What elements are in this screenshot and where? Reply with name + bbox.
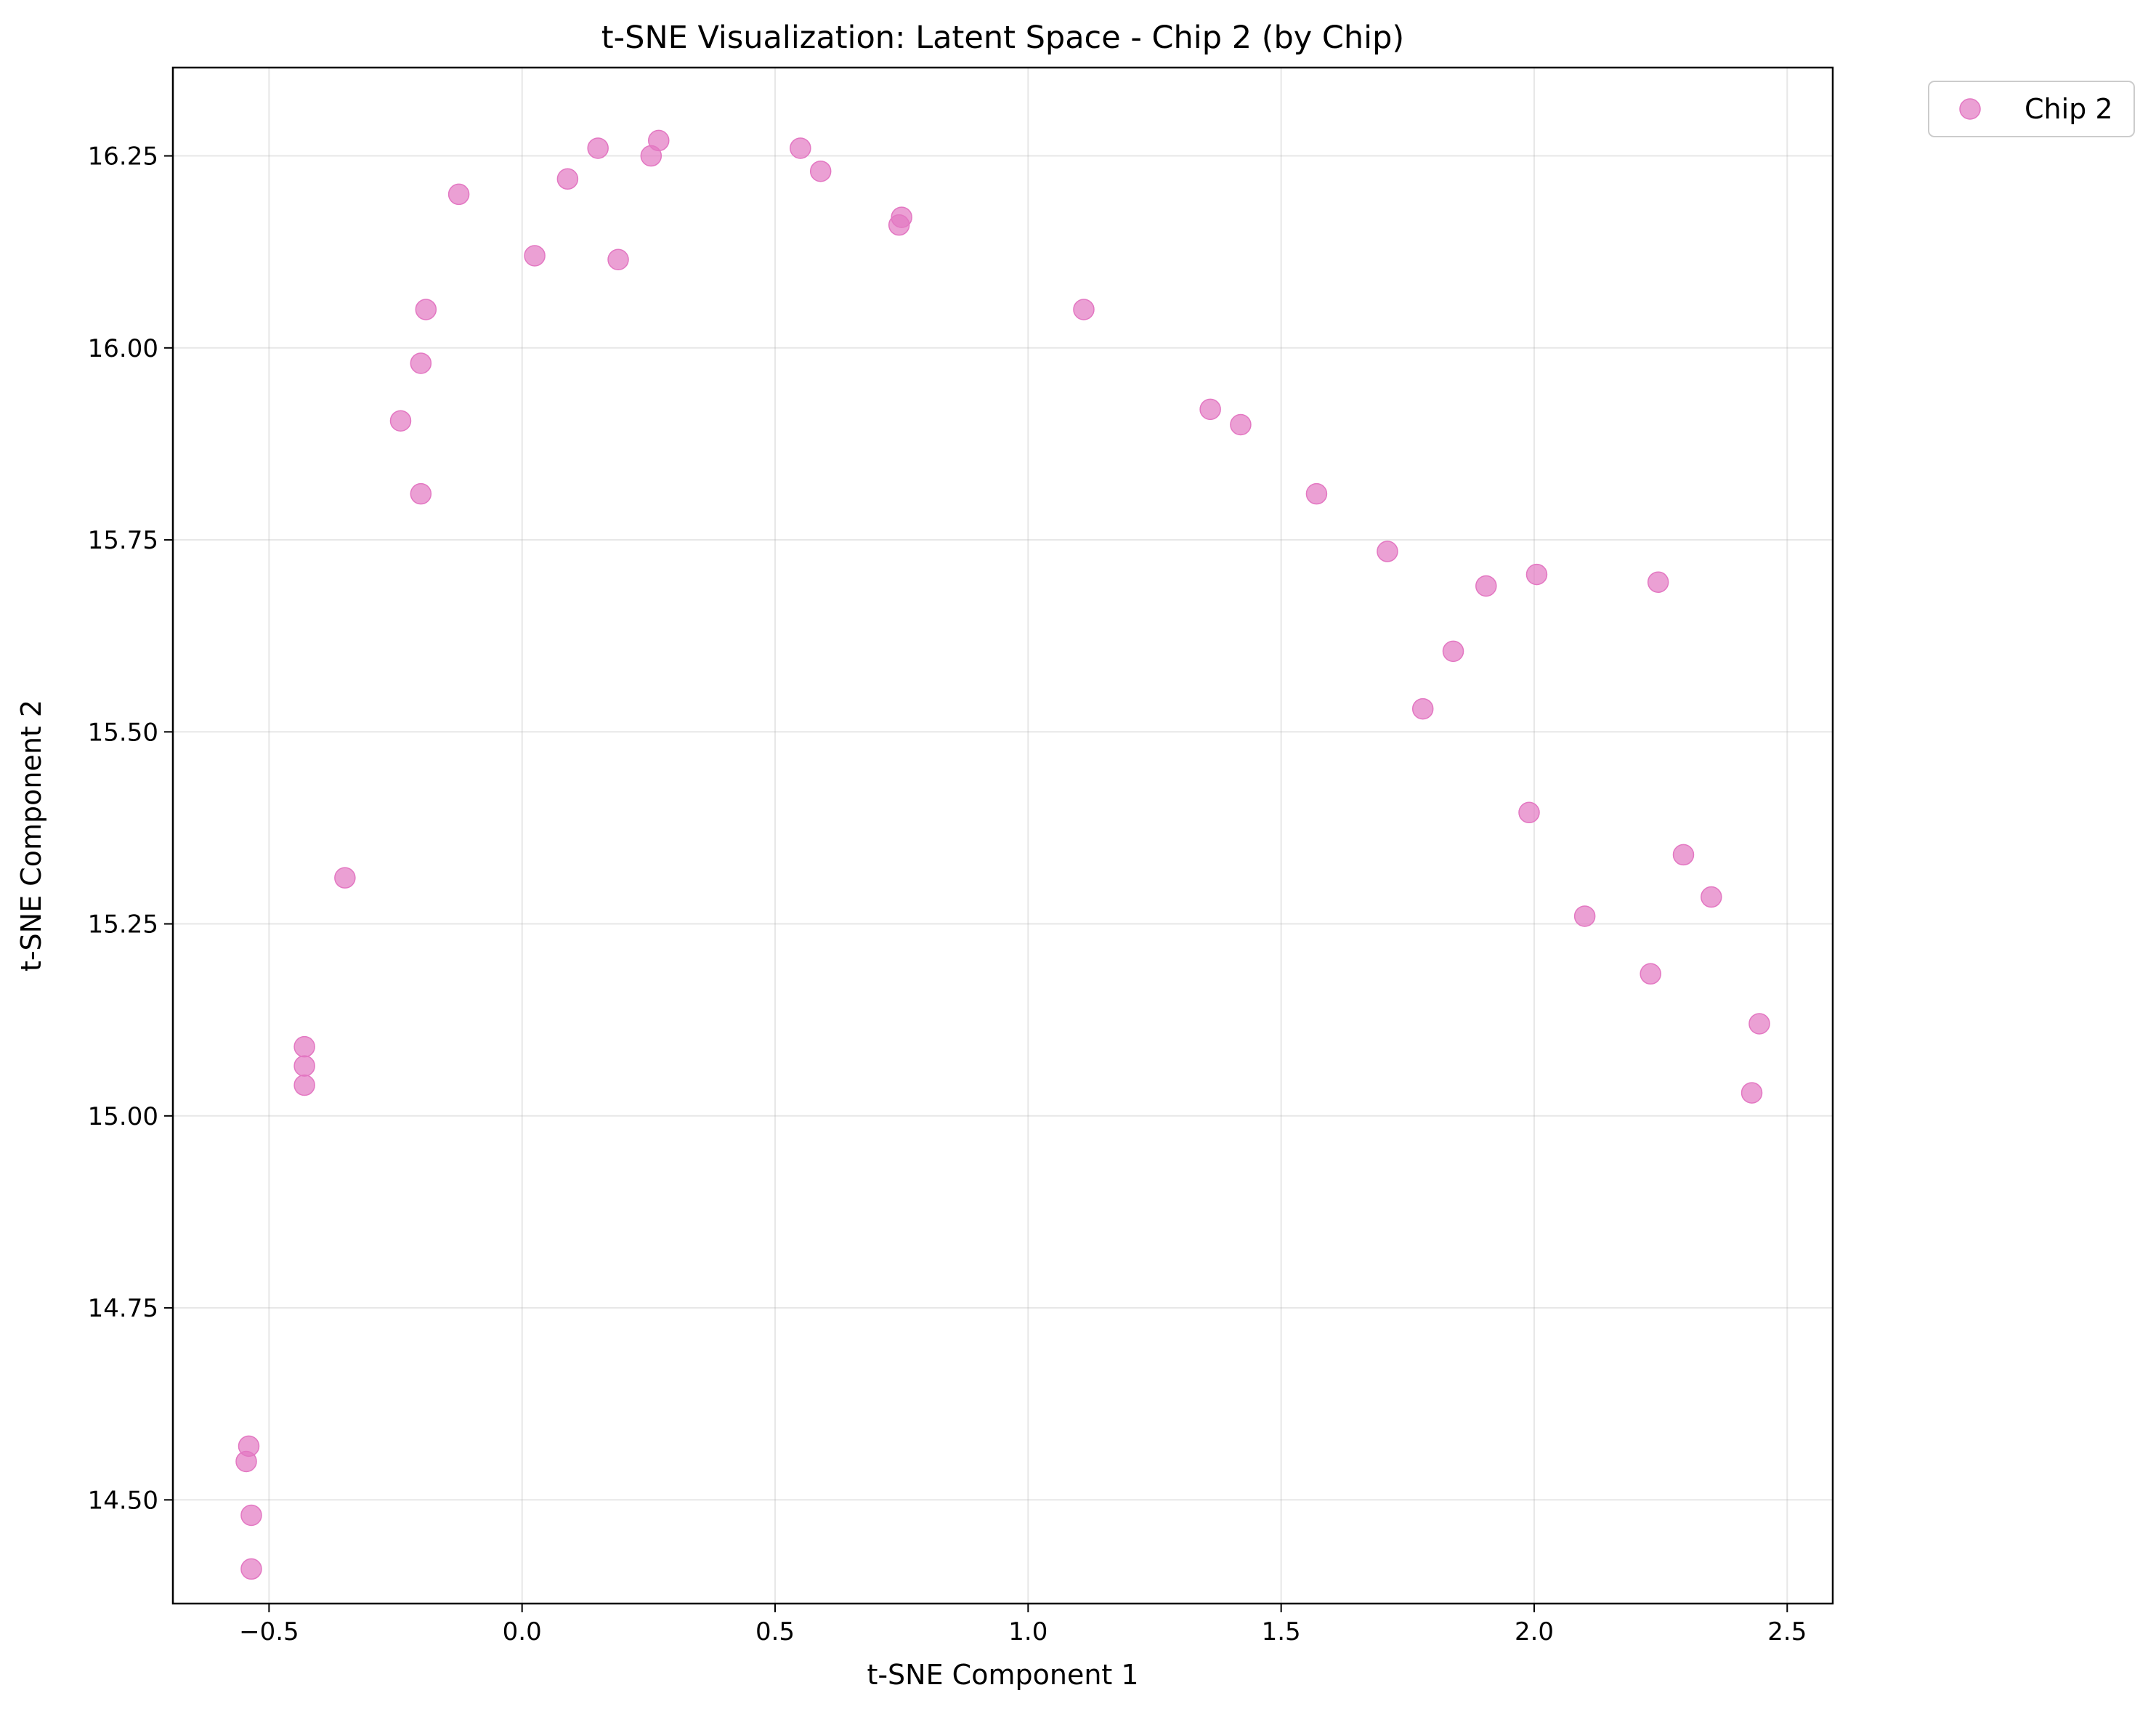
x-tick-label: 2.5 bbox=[1767, 1617, 1807, 1646]
plot-frame bbox=[171, 66, 1834, 1605]
x-tick-label: 0.5 bbox=[755, 1617, 795, 1646]
x-tick-label: 1.5 bbox=[1262, 1617, 1301, 1646]
data-point bbox=[293, 1074, 315, 1096]
x-tick-label: 0.0 bbox=[503, 1617, 542, 1646]
data-point bbox=[1377, 541, 1398, 562]
data-point bbox=[809, 160, 832, 182]
y-tick-label: 14.50 bbox=[88, 1486, 158, 1515]
x-tick-label: 2.0 bbox=[1515, 1617, 1554, 1646]
data-point bbox=[790, 137, 811, 159]
data-point bbox=[410, 482, 432, 505]
y-tick-label: 14.75 bbox=[88, 1294, 158, 1323]
data-point bbox=[1442, 640, 1464, 663]
data-point bbox=[1305, 482, 1328, 505]
data-point bbox=[1475, 575, 1497, 597]
legend: Chip 2 bbox=[1928, 81, 2135, 137]
data-point bbox=[1573, 905, 1596, 927]
data-point bbox=[1701, 886, 1722, 908]
data-point bbox=[293, 1055, 315, 1077]
data-point bbox=[1230, 413, 1252, 436]
legend-box bbox=[1928, 81, 2135, 137]
data-point bbox=[1740, 1082, 1763, 1104]
data-point bbox=[1518, 801, 1540, 824]
data-point bbox=[415, 299, 437, 320]
data-point bbox=[1073, 299, 1095, 320]
data-point bbox=[1199, 398, 1221, 421]
y-tick-label: 16.25 bbox=[88, 142, 158, 171]
data-point bbox=[447, 183, 470, 206]
data-point bbox=[607, 248, 629, 270]
data-point bbox=[1525, 563, 1548, 586]
y-axis-ticks: 14.50 14.75 15.00 15.25 15.50 15.75 16.00 16.25 bbox=[88, 142, 173, 1515]
y-axis-label: t-SNE Component 2 bbox=[15, 700, 47, 971]
y-tick-label: 15.75 bbox=[88, 526, 158, 555]
data-point bbox=[587, 137, 609, 159]
y-tick-label: 15.00 bbox=[88, 1102, 158, 1131]
data-point bbox=[410, 352, 432, 374]
data-point bbox=[1411, 698, 1434, 720]
x-tick-label: 1.0 bbox=[1008, 1617, 1047, 1646]
data-point bbox=[648, 129, 670, 152]
data-points bbox=[235, 129, 1770, 1580]
data-point bbox=[235, 1450, 257, 1473]
data-point bbox=[891, 206, 912, 228]
grid-lines bbox=[173, 68, 1833, 1604]
data-point bbox=[293, 1035, 315, 1058]
data-point bbox=[1647, 571, 1669, 593]
data-point bbox=[240, 1504, 262, 1527]
data-point bbox=[1748, 1013, 1770, 1035]
data-point bbox=[334, 867, 356, 889]
data-point bbox=[1672, 844, 1695, 866]
data-point bbox=[389, 410, 412, 432]
y-tick-label: 15.25 bbox=[88, 910, 158, 939]
legend-marker bbox=[1959, 98, 1981, 120]
data-point bbox=[1640, 963, 1661, 985]
x-tick-label: −0.5 bbox=[239, 1617, 299, 1646]
y-tick-label: 16.00 bbox=[88, 334, 158, 363]
x-axis-label: t-SNE Component 1 bbox=[867, 1659, 1138, 1691]
chart-title: t-SNE Visualization: Latent Space - Chip… bbox=[601, 20, 1404, 56]
y-tick-label: 15.50 bbox=[88, 718, 158, 747]
data-point bbox=[556, 168, 579, 190]
legend-label: Chip 2 bbox=[2025, 93, 2113, 125]
data-point bbox=[240, 1558, 262, 1580]
x-axis-ticks: −0.5 0.0 0.5 1.0 1.5 2.0 2.5 bbox=[239, 1604, 1807, 1646]
data-point bbox=[524, 245, 546, 267]
